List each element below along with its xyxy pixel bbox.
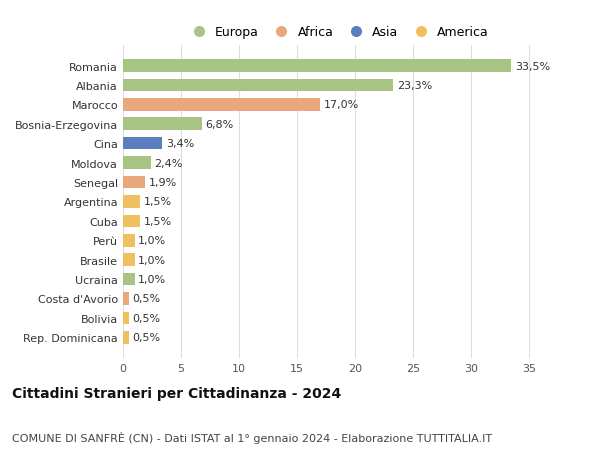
- Text: 17,0%: 17,0%: [323, 100, 359, 110]
- Text: COMUNE DI SANFRÈ (CN) - Dati ISTAT al 1° gennaio 2024 - Elaborazione TUTTITALIA.: COMUNE DI SANFRÈ (CN) - Dati ISTAT al 1°…: [12, 431, 492, 442]
- Bar: [123, 235, 134, 247]
- Text: 33,5%: 33,5%: [515, 62, 550, 71]
- Bar: [123, 176, 145, 189]
- Bar: [123, 196, 140, 208]
- Bar: [123, 292, 129, 305]
- Text: 1,9%: 1,9%: [149, 178, 177, 188]
- Text: Cittadini Stranieri per Cittadinanza - 2024: Cittadini Stranieri per Cittadinanza - 2…: [12, 386, 341, 400]
- Text: 2,4%: 2,4%: [154, 158, 182, 168]
- Bar: [123, 254, 134, 266]
- Bar: [123, 118, 202, 131]
- Text: 1,0%: 1,0%: [138, 236, 166, 246]
- Text: 1,5%: 1,5%: [144, 216, 172, 226]
- Text: 0,5%: 0,5%: [132, 333, 160, 342]
- Text: 0,5%: 0,5%: [132, 313, 160, 323]
- Bar: [123, 60, 511, 73]
- Text: 1,0%: 1,0%: [138, 274, 166, 285]
- Text: 23,3%: 23,3%: [397, 81, 432, 91]
- Text: 0,5%: 0,5%: [132, 294, 160, 304]
- Bar: [123, 331, 129, 344]
- Bar: [123, 99, 320, 112]
- Bar: [123, 138, 163, 150]
- Bar: [123, 215, 140, 228]
- Text: 6,8%: 6,8%: [205, 119, 233, 129]
- Legend: Europa, Africa, Asia, America: Europa, Africa, Asia, America: [181, 21, 494, 44]
- Bar: [123, 79, 393, 92]
- Bar: [123, 157, 151, 169]
- Bar: [123, 312, 129, 325]
- Bar: [123, 273, 134, 286]
- Text: 1,0%: 1,0%: [138, 255, 166, 265]
- Text: 1,5%: 1,5%: [144, 197, 172, 207]
- Text: 3,4%: 3,4%: [166, 139, 194, 149]
